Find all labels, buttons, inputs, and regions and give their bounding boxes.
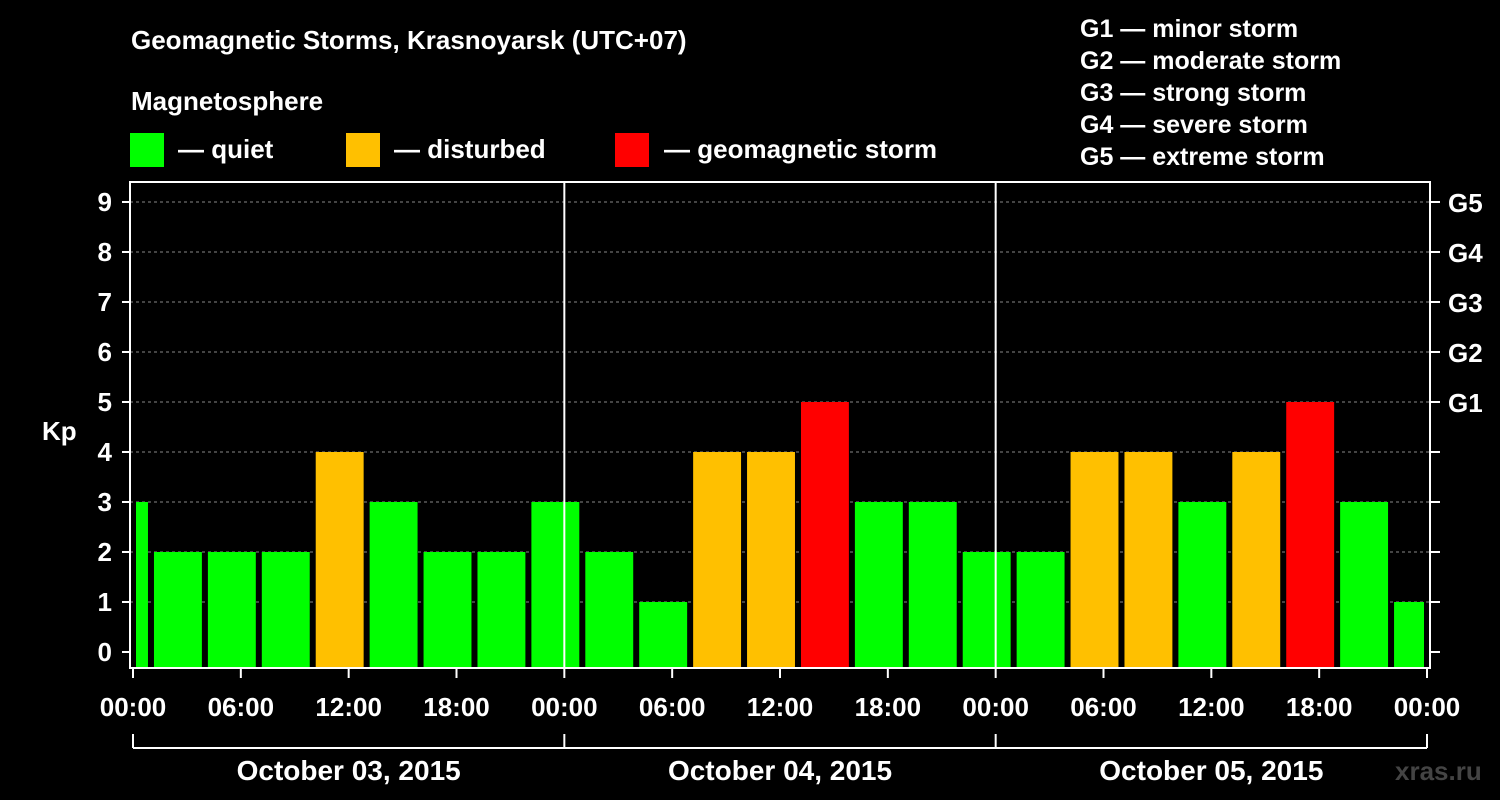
kp-bar-18 — [1070, 452, 1119, 668]
kp-bar-1 — [153, 552, 202, 668]
kp-bar-21 — [1232, 452, 1281, 668]
kp-bar-16 — [962, 552, 1011, 668]
kp-bars — [136, 402, 1424, 668]
kp-bar-13 — [800, 402, 849, 668]
storm-scale-g3: G3 — strong storm — [1080, 79, 1307, 107]
kp-bar-4 — [315, 452, 364, 668]
right-label-g4: G4 — [1448, 238, 1483, 268]
storm-scale-g2: G2 — moderate storm — [1080, 47, 1342, 75]
legend-label-quiet: — quiet — [178, 134, 274, 164]
kp-bar-17 — [1016, 552, 1065, 668]
y-tick-label-0: 0 — [98, 637, 112, 667]
kp-bar-19 — [1124, 452, 1173, 668]
x-tick-label-7: 18:00 — [855, 692, 922, 722]
date-label-1: October 04, 2015 — [668, 755, 892, 786]
kp-bar-0 — [136, 502, 148, 668]
x-tick-label-9: 06:00 — [1070, 692, 1137, 722]
right-label-g5: G5 — [1448, 188, 1483, 218]
kp-bar-9 — [585, 552, 634, 668]
x-tick-label-5: 06:00 — [639, 692, 706, 722]
storm-scale-g5: G5 — extreme storm — [1080, 143, 1325, 171]
watermark: xras.ru — [1395, 756, 1482, 786]
right-label-g2: G2 — [1448, 338, 1483, 368]
kp-bar-10 — [639, 602, 688, 668]
x-tick-label-3: 18:00 — [423, 692, 490, 722]
kp-bar-23 — [1340, 502, 1389, 668]
x-tick-label-0: 00:00 — [100, 692, 167, 722]
legend-label-disturbed: — disturbed — [394, 134, 546, 164]
y-tick-label-5: 5 — [98, 387, 112, 417]
kp-bar-24 — [1394, 602, 1424, 668]
right-label-g3: G3 — [1448, 288, 1483, 318]
y-tick-label-1: 1 — [98, 587, 112, 617]
kp-bar-22 — [1286, 402, 1335, 668]
y-tick-label-3: 3 — [98, 487, 112, 517]
chart-title: Geomagnetic Storms, Krasnoyarsk (UTC+07) — [131, 25, 687, 55]
axes: 0 1 2 3 4 5 6 7 8 9 G1 G2 G3 G4 G5 00:00 06:00 12:00 18:00… — [98, 181, 1483, 786]
right-label-g1: G1 — [1448, 388, 1483, 418]
kp-bar-11 — [693, 452, 742, 668]
kp-bar-3 — [261, 552, 310, 668]
kp-bar-14 — [854, 502, 903, 668]
x-tick-label-10: 12:00 — [1178, 692, 1245, 722]
storm-scale-g1: G1 — minor storm — [1080, 15, 1299, 43]
x-tick-label-1: 06:00 — [208, 692, 275, 722]
x-tick-label-11: 18:00 — [1286, 692, 1353, 722]
x-tick-label-12: 00:00 — [1394, 692, 1461, 722]
kp-bar-15 — [908, 502, 957, 668]
kp-bar-8 — [531, 502, 580, 668]
y-tick-label-8: 8 — [98, 237, 112, 267]
magnetosphere-label: Magnetosphere — [131, 86, 324, 116]
kp-bar-7 — [477, 552, 526, 668]
y-tick-label-6: 6 — [98, 337, 112, 367]
y-tick-label-9: 9 — [98, 187, 112, 217]
y-axis-label: Kp — [42, 416, 77, 446]
y-tick-label-7: 7 — [98, 287, 112, 317]
x-tick-label-6: 12:00 — [747, 692, 814, 722]
x-tick-label-8: 00:00 — [962, 692, 1029, 722]
legend-swatch-disturbed — [346, 133, 380, 167]
kp-bar-6 — [423, 552, 472, 668]
kp-bar-2 — [207, 552, 256, 668]
x-tick-label-4: 00:00 — [531, 692, 598, 722]
storm-scale-g4: G4 — severe storm — [1080, 111, 1308, 139]
kp-bar-20 — [1178, 502, 1227, 668]
legend-swatch-storm — [615, 133, 649, 167]
y-tick-label-4: 4 — [98, 437, 113, 467]
legend-label-storm: — geomagnetic storm — [664, 134, 938, 164]
kp-bar-12 — [747, 452, 795, 668]
legend-swatch-quiet — [130, 133, 164, 167]
y-tick-label-2: 2 — [98, 537, 112, 567]
x-tick-label-2: 12:00 — [315, 692, 382, 722]
date-label-2: October 05, 2015 — [1099, 755, 1323, 786]
kp-bar-5 — [369, 502, 418, 668]
date-label-0: October 03, 2015 — [237, 755, 461, 786]
